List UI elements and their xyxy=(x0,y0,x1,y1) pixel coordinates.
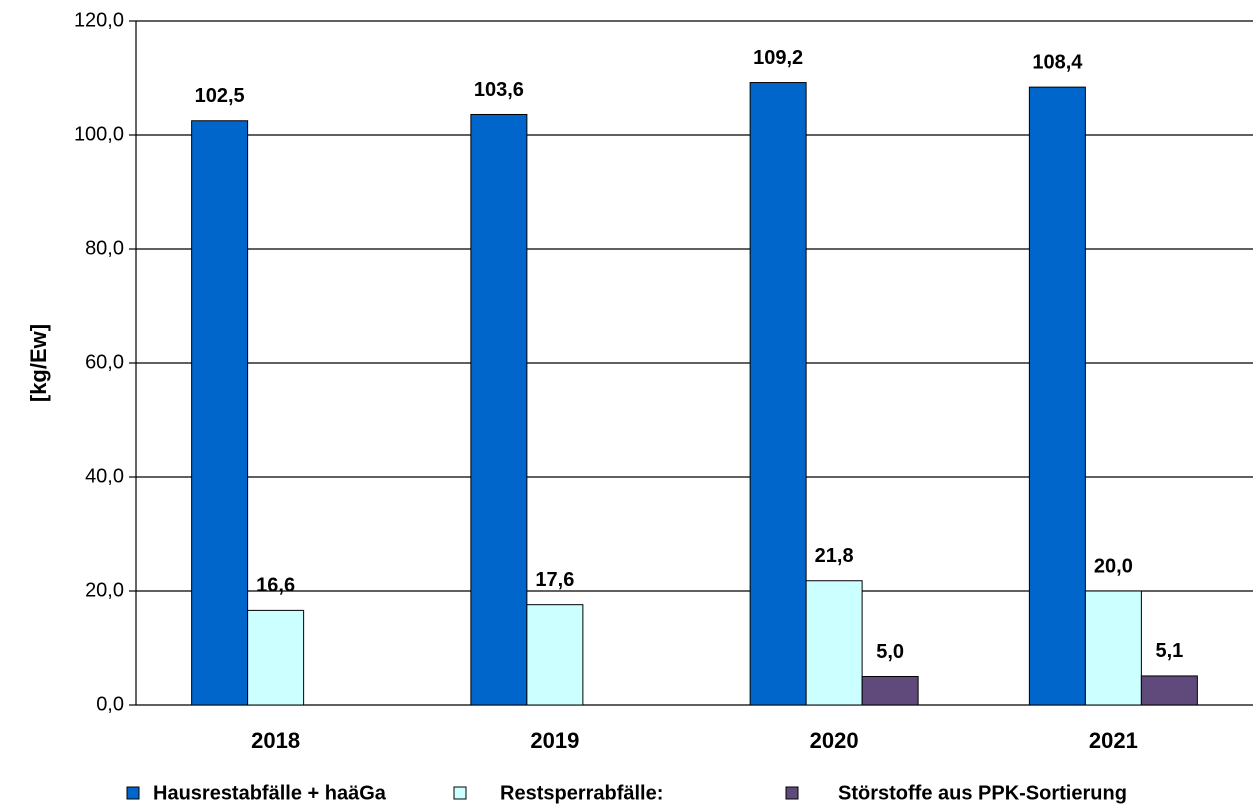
value-label: 20,0 xyxy=(1094,555,1133,577)
legend-swatch xyxy=(453,786,467,800)
bar xyxy=(470,113,528,706)
legend-label: Restsperrabfälle: xyxy=(500,782,663,804)
value-label: 102,5 xyxy=(195,85,245,107)
bar xyxy=(247,609,305,706)
value-label: 109,2 xyxy=(753,47,803,69)
value-label: 17,6 xyxy=(535,569,574,591)
value-label: 108,4 xyxy=(1032,51,1083,73)
legend-swatch xyxy=(126,786,140,800)
y-tick-label: 60,0 xyxy=(85,351,124,373)
legend-label: Hausrestabfälle + haäGa xyxy=(153,782,387,804)
bar xyxy=(805,580,863,706)
bar xyxy=(1084,590,1142,706)
legend-swatch xyxy=(785,786,799,800)
y-tick-label: 80,0 xyxy=(85,237,124,259)
y-axis-label: [kg/Ew] xyxy=(26,324,51,402)
bar xyxy=(191,120,249,706)
y-tick-label: 0,0 xyxy=(96,693,124,715)
bar xyxy=(526,604,584,706)
y-tick-label: 40,0 xyxy=(85,465,124,487)
x-tick-label: 2021 xyxy=(1089,728,1138,753)
legend-label: Störstoffe aus PPK-Sortierung xyxy=(838,782,1127,804)
value-label: 21,8 xyxy=(815,545,854,567)
bar xyxy=(1028,86,1086,706)
bar xyxy=(861,676,919,706)
x-tick-label: 2019 xyxy=(530,728,579,753)
value-label: 5,0 xyxy=(876,641,904,663)
bar xyxy=(749,82,807,706)
x-tick-label: 2018 xyxy=(251,728,300,753)
x-tick-label: 2020 xyxy=(810,728,859,753)
y-tick-label: 20,0 xyxy=(85,579,124,601)
value-label: 5,1 xyxy=(1155,640,1183,662)
value-label: 16,6 xyxy=(256,575,295,597)
value-label: 103,6 xyxy=(474,79,524,101)
y-tick-label: 120,0 xyxy=(74,9,124,31)
y-tick-label: 100,0 xyxy=(74,123,124,145)
bar xyxy=(1140,675,1198,706)
